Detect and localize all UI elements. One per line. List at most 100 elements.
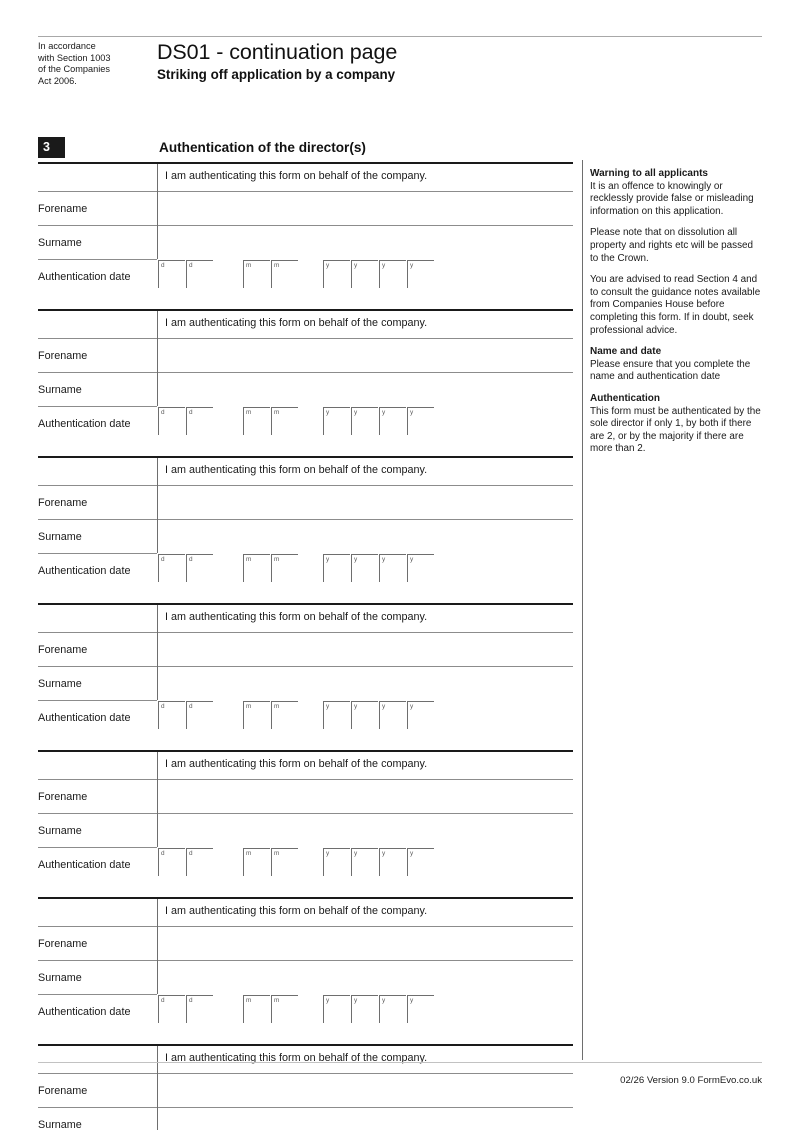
column-divider: [157, 632, 158, 666]
date-box[interactable]: y: [323, 407, 350, 435]
date-box[interactable]: d: [158, 848, 185, 876]
date-box[interactable]: m: [271, 260, 298, 288]
surname-label: Surname: [38, 972, 82, 984]
date-box-hint: y: [410, 409, 414, 416]
block-spacer: [38, 879, 573, 897]
date-box[interactable]: m: [271, 848, 298, 876]
date-box[interactable]: y: [379, 701, 406, 729]
date-box-hint: d: [161, 850, 165, 857]
surname-row: Surname: [38, 225, 573, 259]
date-box[interactable]: y: [323, 848, 350, 876]
column-divider: [157, 311, 158, 338]
date-box[interactable]: y: [351, 407, 378, 435]
date-box[interactable]: y: [323, 554, 350, 582]
forename-input[interactable]: [158, 927, 572, 959]
surname-input[interactable]: [158, 373, 572, 405]
date-box-hint: d: [189, 409, 193, 416]
date-box[interactable]: y: [351, 995, 378, 1023]
authentication-date-row: Authentication date d d m m y y y y: [38, 994, 573, 1026]
date-box[interactable]: y: [351, 848, 378, 876]
date-box[interactable]: m: [271, 995, 298, 1023]
accordance-line-2: with Section 1003: [38, 52, 111, 63]
surname-input[interactable]: [158, 226, 572, 258]
date-box[interactable]: y: [323, 260, 350, 288]
row-rule-left: [38, 813, 157, 814]
date-box[interactable]: y: [379, 848, 406, 876]
authentication-date-row: Authentication date d d m m y y y y: [38, 406, 573, 438]
block-spacer: [38, 1026, 573, 1044]
date-box[interactable]: m: [243, 407, 270, 435]
date-box[interactable]: y: [407, 701, 434, 729]
date-box[interactable]: d: [158, 995, 185, 1023]
surname-input[interactable]: [158, 961, 572, 993]
column-divider: [157, 164, 158, 191]
date-box[interactable]: y: [379, 407, 406, 435]
date-box[interactable]: y: [351, 260, 378, 288]
statement-row: I am authenticating this form on behalf …: [38, 1046, 573, 1073]
statement-row: I am authenticating this form on behalf …: [38, 164, 573, 191]
date-box-hint: y: [382, 703, 386, 710]
date-box[interactable]: d: [186, 848, 213, 876]
date-box[interactable]: y: [351, 701, 378, 729]
date-box[interactable]: y: [351, 554, 378, 582]
date-box[interactable]: d: [158, 554, 185, 582]
statement-row: I am authenticating this form on behalf …: [38, 752, 573, 779]
director-block: I am authenticating this form on behalf …: [38, 603, 573, 750]
date-box-hint: d: [161, 997, 165, 1004]
block-spacer: [38, 585, 573, 603]
column-divider: [157, 458, 158, 485]
forename-row: Forename: [38, 632, 573, 666]
date-box[interactable]: m: [243, 995, 270, 1023]
column-divider: [157, 1107, 158, 1130]
date-box[interactable]: d: [186, 260, 213, 288]
date-box[interactable]: y: [379, 260, 406, 288]
authentication-date-label: Authentication date: [38, 271, 131, 283]
date-box[interactable]: m: [271, 554, 298, 582]
date-box[interactable]: y: [407, 554, 434, 582]
date-box[interactable]: m: [243, 260, 270, 288]
date-box[interactable]: m: [243, 701, 270, 729]
forename-input[interactable]: [158, 780, 572, 812]
date-box[interactable]: d: [186, 554, 213, 582]
date-box[interactable]: m: [271, 701, 298, 729]
forename-input[interactable]: [158, 339, 572, 371]
authentication-date-label: Authentication date: [38, 1006, 131, 1018]
surname-input[interactable]: [158, 520, 572, 552]
date-box[interactable]: d: [186, 995, 213, 1023]
date-box-hint: y: [410, 703, 414, 710]
date-box[interactable]: y: [407, 407, 434, 435]
row-rule-left: [38, 666, 157, 667]
date-box[interactable]: y: [323, 995, 350, 1023]
row-rule-left: [38, 847, 157, 848]
column-divider: [157, 519, 158, 553]
date-box[interactable]: m: [243, 554, 270, 582]
date-box[interactable]: y: [379, 554, 406, 582]
date-box[interactable]: m: [271, 407, 298, 435]
surname-input[interactable]: [158, 814, 572, 846]
date-box[interactable]: y: [407, 995, 434, 1023]
date-box[interactable]: y: [407, 260, 434, 288]
date-box[interactable]: m: [243, 848, 270, 876]
form-subtitle: Striking off application by a company: [157, 67, 396, 82]
forename-input[interactable]: [158, 192, 572, 224]
forename-input[interactable]: [158, 633, 572, 665]
date-box[interactable]: y: [323, 701, 350, 729]
forename-label: Forename: [38, 203, 88, 215]
date-box[interactable]: d: [158, 407, 185, 435]
row-rule-right: [157, 1107, 573, 1108]
director-block: I am authenticating this form on behalf …: [38, 309, 573, 456]
date-box[interactable]: d: [186, 407, 213, 435]
forename-input[interactable]: [158, 1074, 572, 1106]
row-rule-right: [157, 779, 573, 780]
forename-row: Forename: [38, 338, 573, 372]
surname-input[interactable]: [158, 1108, 572, 1130]
date-box[interactable]: y: [379, 995, 406, 1023]
forename-input[interactable]: [158, 486, 572, 518]
surname-input[interactable]: [158, 667, 572, 699]
warning-body: It is an offence to knowingly or reckles…: [590, 180, 754, 217]
date-box[interactable]: y: [407, 848, 434, 876]
column-divider: [157, 605, 158, 632]
date-box[interactable]: d: [158, 260, 185, 288]
date-box[interactable]: d: [158, 701, 185, 729]
date-box[interactable]: d: [186, 701, 213, 729]
